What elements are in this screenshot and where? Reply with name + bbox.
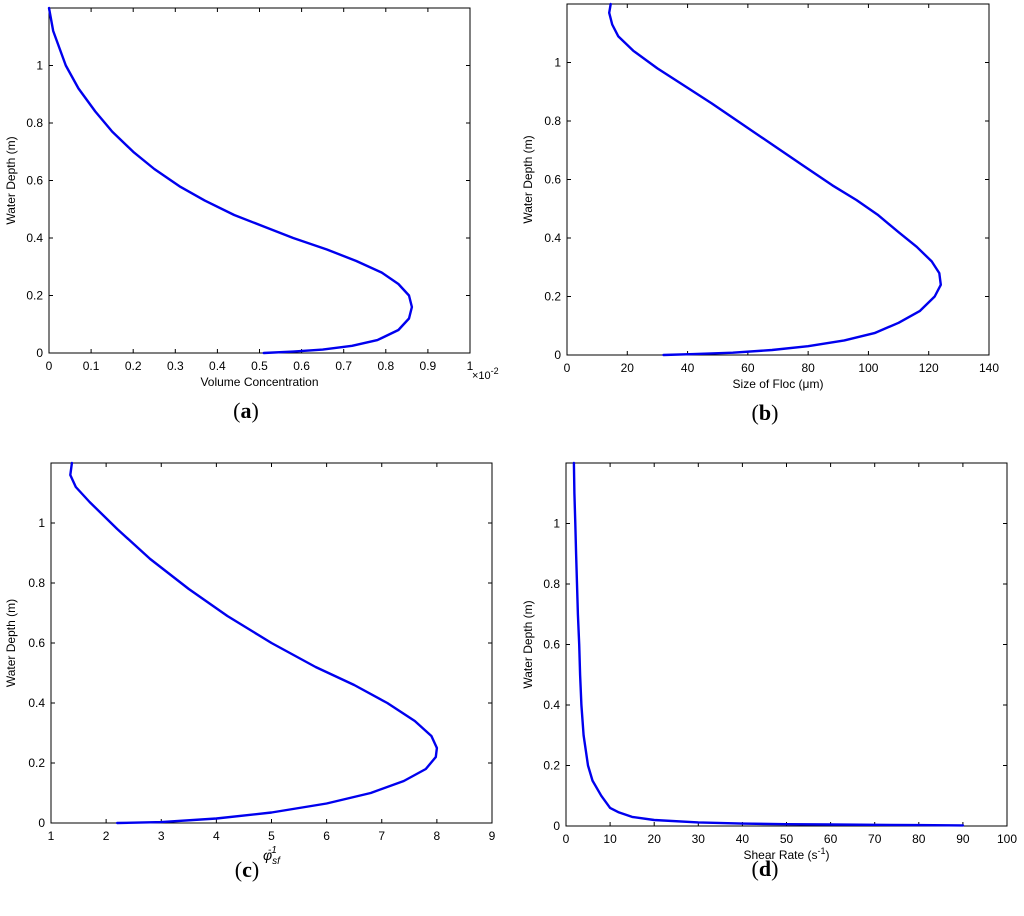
series-line (572, 461, 965, 827)
y-axis-label: Water Depth (m) (4, 136, 18, 224)
x-tick-label: 40 (736, 832, 750, 846)
x-tick-label: 0.4 (209, 359, 226, 373)
y-tick-label: 0.4 (26, 231, 43, 245)
x-tick-label: 100 (858, 361, 878, 375)
x-tick-label: 20 (621, 361, 635, 375)
x-tick-label: 0 (564, 361, 571, 375)
x-tick-label: 30 (692, 832, 706, 846)
x-tick-label: 0 (563, 832, 570, 846)
y-tick-label: 0.4 (28, 696, 45, 710)
y-tick-label: 1 (554, 56, 561, 70)
y-tick-label: 0 (554, 348, 561, 362)
series-line (608, 2, 942, 357)
chart-panel-b: 0 20 40 60 80 100 120 140 0 0.2 0.4 0.6 0.8 1 Water De… (521, 2, 999, 425)
x-tick-label: 4 (213, 829, 220, 843)
x-tick-label: 100 (997, 832, 1017, 846)
x-tick-label: 0.7 (335, 359, 352, 373)
panel-label: (c) (235, 857, 259, 882)
panel-label: (a) (233, 398, 259, 423)
y-tick-label: 0.2 (26, 289, 43, 303)
x-tick-label: 2 (103, 829, 110, 843)
x-tick-label: 0.8 (377, 359, 394, 373)
x-tick-label: 7 (378, 829, 385, 843)
x-tick-label: 1 (467, 359, 474, 373)
x-tick-label: 0.6 (293, 359, 310, 373)
x-tick-label: 60 (741, 361, 755, 375)
y-tick-label: 1 (36, 59, 43, 73)
x-tick-label: 50 (780, 832, 794, 846)
y-tick-label: 0.2 (543, 759, 560, 773)
chart-panel-c: 1 2 3 4 5 6 7 8 9 0 0.2 0.4 0.6 0.8 1 Water Depth (m) φs… (4, 461, 496, 882)
x-axis-label: Shear Rate (s-1) (743, 846, 829, 862)
x-tick-label: 6 (323, 829, 330, 843)
y-axis-label: Water Depth (m) (521, 135, 535, 223)
y-tick-label: 0.6 (544, 173, 561, 187)
x-tick-label: 0.9 (420, 359, 437, 373)
series-line (47, 6, 414, 355)
plot-frame (565, 462, 1008, 827)
x-tick-label: 0 (46, 359, 53, 373)
x-tick-label: 10 (603, 832, 617, 846)
y-tick-label: 0.6 (28, 636, 45, 650)
x-tick-label: 9 (489, 829, 496, 843)
y-tick-label: 0.8 (544, 114, 561, 128)
y-tick-label: 0.8 (28, 576, 45, 590)
x-tick-label: 0.5 (251, 359, 268, 373)
y-tick-label: 0.2 (28, 756, 45, 770)
x-axis-exponent: ×10-2 (472, 366, 499, 382)
series-line (69, 461, 439, 825)
x-tick-label: 5 (268, 829, 275, 843)
x-axis-label: φsf-1 (263, 845, 281, 867)
y-tick-label: 0.6 (26, 174, 43, 188)
x-axis-label: Size of Floc (μm) (733, 377, 824, 391)
x-tick-label: 40 (681, 361, 695, 375)
x-tick-label: 140 (979, 361, 999, 375)
x-tick-label: 120 (919, 361, 939, 375)
y-tick-label: 0 (38, 816, 45, 830)
plot-frame (48, 7, 471, 354)
x-tick-label: 20 (648, 832, 662, 846)
x-tick-label: 0.3 (167, 359, 184, 373)
y-tick-label: 0 (553, 819, 560, 833)
panel-label: (b) (752, 400, 779, 425)
y-tick-label: 1 (553, 517, 560, 531)
x-tick-label: 0.2 (125, 359, 142, 373)
x-tick-label: 90 (956, 832, 970, 846)
x-tick-label: 3 (158, 829, 165, 843)
y-axis-label: Water Depth (m) (4, 599, 18, 687)
y-tick-label: 1 (38, 516, 45, 530)
y-tick-label: 0.8 (543, 577, 560, 591)
plot-frame (566, 3, 990, 356)
x-tick-label: 70 (868, 832, 882, 846)
x-tick-label: 1 (48, 829, 55, 843)
x-tick-label: 80 (801, 361, 815, 375)
x-axis-label: Volume Concentration (200, 375, 318, 389)
chart-panel-a: 0 0.1 0.2 0.3 0.4 0.5 0.6 0.7 0.8 0.9 1 0 0.2 0.4 0.6 0… (4, 6, 499, 423)
chart-panel-d: 0 10 20 30 40 50 60 70 80 90 100 0 0.2 0.4 0.6 0.8 1 Wate… (521, 461, 1017, 881)
y-tick-label: 0.4 (544, 231, 561, 245)
x-tick-label: 8 (434, 829, 441, 843)
x-tick-label: 60 (824, 832, 838, 846)
x-tick-label: 0.1 (83, 359, 100, 373)
y-tick-label: 0.6 (543, 638, 560, 652)
y-axis-label: Water Depth (m) (521, 600, 535, 688)
y-tick-label: 0 (36, 346, 43, 360)
panel-label: (d) (752, 856, 779, 881)
y-tick-label: 0.2 (544, 290, 561, 304)
y-tick-label: 0.4 (543, 698, 560, 712)
y-tick-label: 0.8 (26, 116, 43, 130)
x-tick-label: 80 (912, 832, 926, 846)
